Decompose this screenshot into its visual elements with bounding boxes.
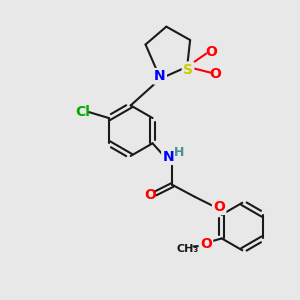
Text: O: O [144, 188, 156, 202]
Text: S: S [183, 63, 193, 77]
Text: O: O [200, 237, 212, 251]
Text: Cl: Cl [75, 105, 90, 119]
Text: H: H [174, 146, 184, 159]
Text: O: O [213, 200, 225, 214]
Text: O: O [205, 45, 217, 59]
Text: N: N [163, 150, 174, 164]
Text: O: O [209, 67, 221, 81]
Text: CH₃: CH₃ [176, 244, 199, 254]
Text: N: N [154, 69, 166, 83]
